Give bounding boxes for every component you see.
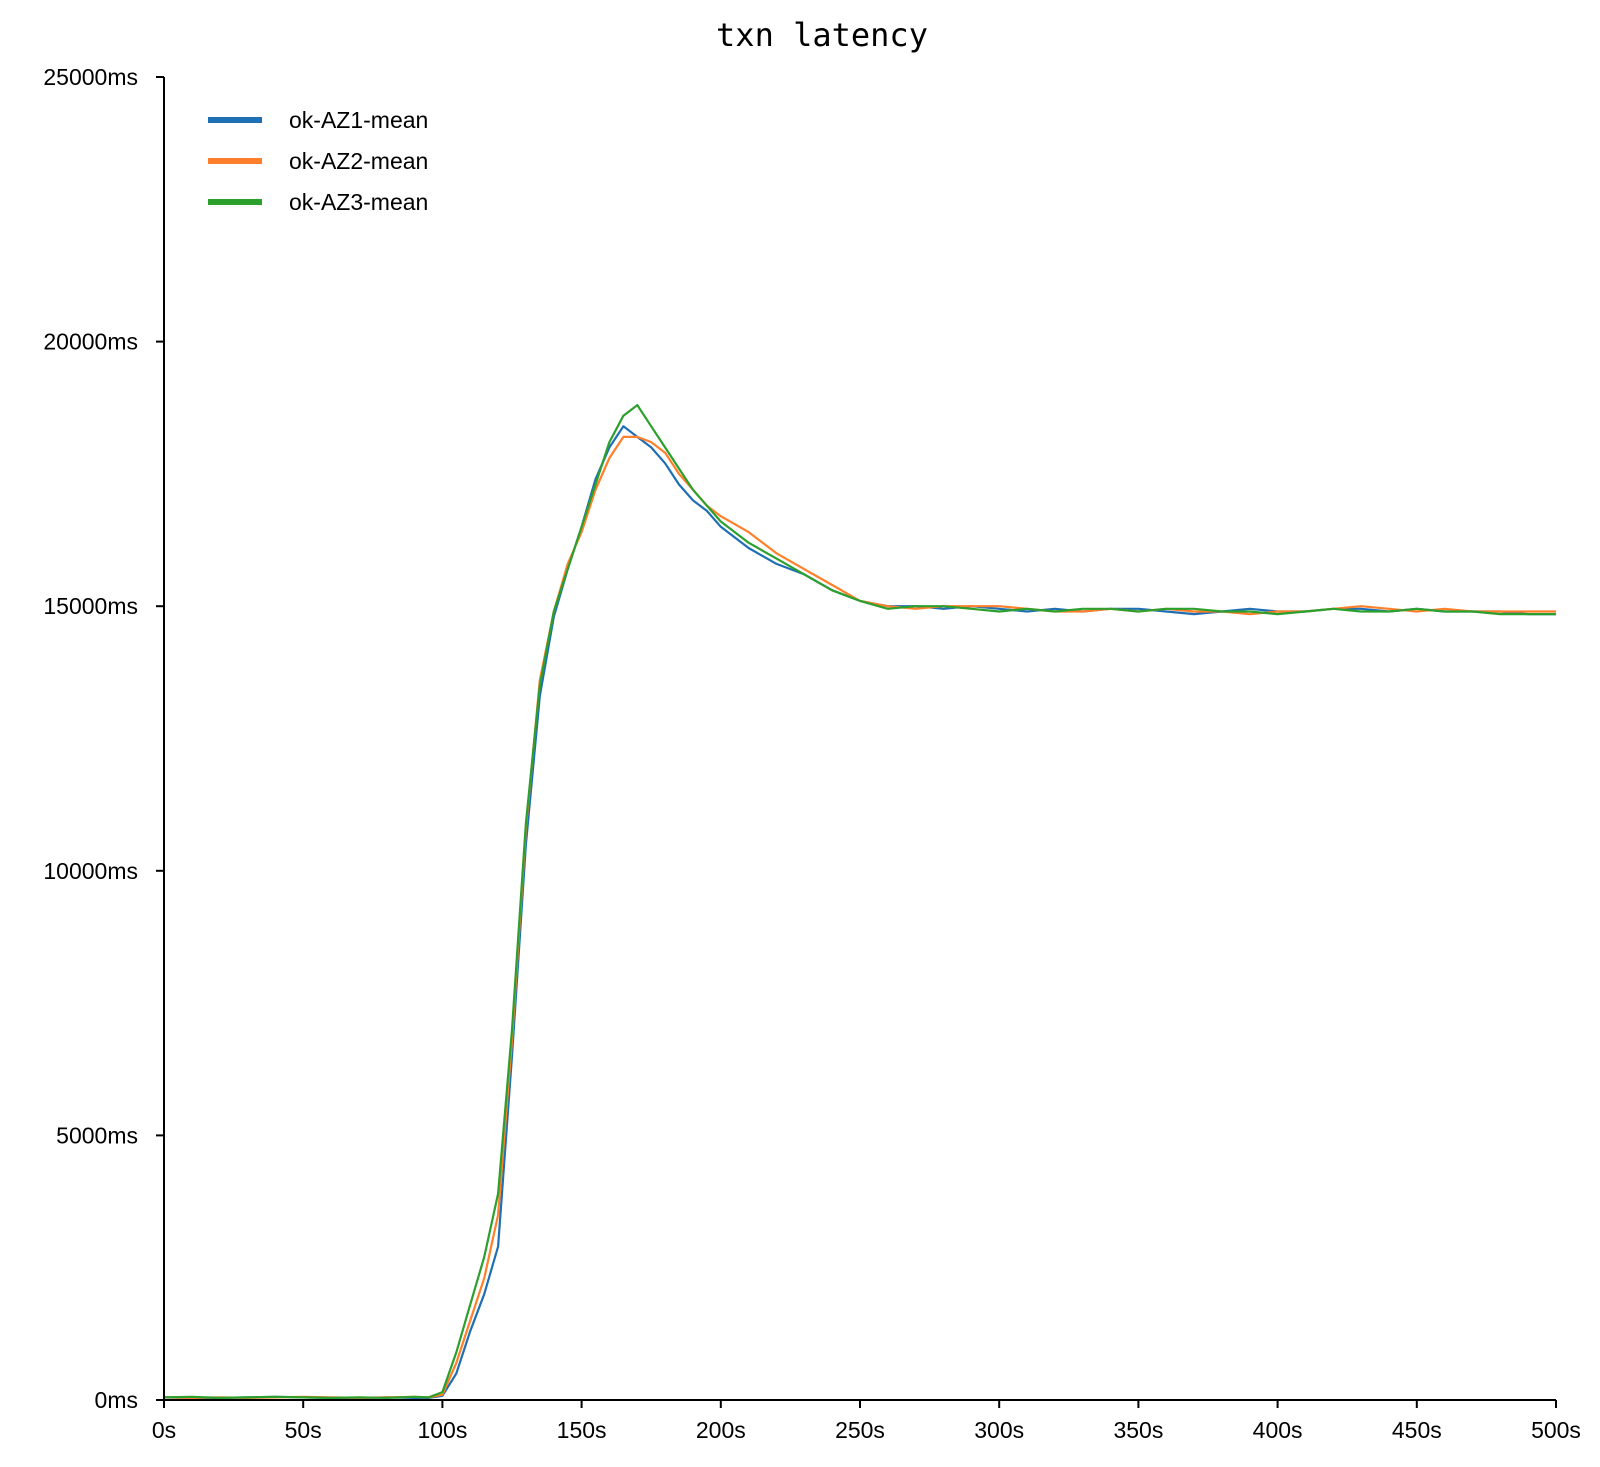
x-tick-label: 500s (1531, 1417, 1581, 1443)
series-line-3 (163, 404, 1556, 1400)
x-tick-label: 50s (285, 1417, 322, 1443)
y-tick-label: 10000ms (43, 858, 138, 884)
y-tick-label: 0ms (95, 1387, 138, 1413)
legend-label: ok-AZ3-mean (289, 189, 428, 215)
x-tick-label: 200s (696, 1417, 746, 1443)
x-tick-label: 250s (835, 1417, 885, 1443)
x-axis: 0s 50s 100s 150s 200s 250s 300s 350s 400s 450s 500… (152, 1399, 1581, 1443)
legend-label: ok-AZ2-mean (289, 148, 428, 174)
chart-title: txn latency (716, 16, 928, 54)
series-line-2 (163, 435, 1556, 1400)
y-tick-label: 25000ms (43, 64, 138, 90)
legend: ok-AZ1-mean ok-AZ2-mean ok-AZ3-mean (208, 107, 428, 215)
y-tick-label: 5000ms (56, 1122, 138, 1148)
x-tick-label: 350s (1113, 1417, 1163, 1443)
x-tick-label: 150s (557, 1417, 607, 1443)
x-tick-label: 400s (1253, 1417, 1303, 1443)
x-tick-label: 450s (1392, 1417, 1442, 1443)
plot-area (163, 404, 1556, 1400)
series-line-1 (163, 425, 1556, 1400)
y-tick-label: 20000ms (43, 329, 138, 355)
y-axis: 0ms 5000ms 10000ms 15000ms 20000ms 25000ms (43, 64, 165, 1413)
legend-label: ok-AZ1-mean (289, 107, 428, 133)
x-tick-label: 0s (152, 1417, 176, 1443)
y-tick-label: 15000ms (43, 593, 138, 619)
x-tick-label: 300s (974, 1417, 1024, 1443)
x-tick-label: 100s (417, 1417, 467, 1443)
